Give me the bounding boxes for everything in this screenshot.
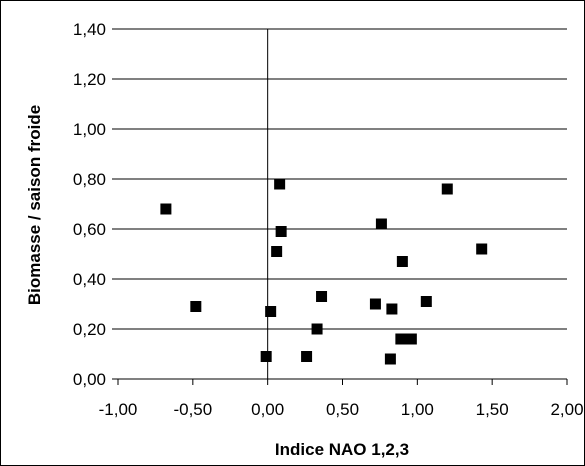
x-tick-label: 0,00 [251,400,284,419]
data-point [275,226,287,237]
x-tick-label: -1,00 [99,400,138,419]
data-point [441,183,453,195]
x-tick-label: -0,50 [173,400,212,419]
x-tick-label: 1,00 [401,400,434,419]
y-tick-label: 0,20 [73,320,106,339]
gridlines [118,28,567,330]
axes [112,28,568,385]
data-point [396,256,408,267]
x-axis-title: Indice NAO 1,2,3 [275,440,409,459]
data-point [274,178,286,190]
data-point [369,298,381,310]
y-tick-labels: 0,00 0,20 0,40 0,60 0,80 1,00 1,20 1,40 [73,20,106,389]
y-tick-label: 0,40 [73,270,106,289]
data-point [160,203,172,215]
y-tick-label: 0,80 [73,170,106,189]
data-point [316,291,328,302]
data-points [160,178,488,365]
data-point [265,306,277,317]
x-tick-label: 0,50 [326,400,359,419]
data-point [420,296,432,307]
data-point [260,351,272,362]
data-point [386,303,398,315]
x-tick-labels: -1,00 -0,50 0,00 0,50 1,00 1,50 2,00 [99,400,584,419]
data-point [476,243,488,255]
y-tick-label: 0,00 [73,370,106,389]
data-point [301,351,313,362]
y-tick-label: 0,60 [73,220,106,239]
data-point [395,333,407,345]
data-point [190,301,202,312]
y-tick-label: 1,20 [73,70,106,89]
y-tick-label: 1,40 [73,20,106,39]
y-axis-title: Biomasse / saison froide [25,105,44,305]
x-tick-label: 1,50 [476,400,509,419]
data-point [271,246,283,257]
data-point [311,323,323,335]
data-point [384,353,396,365]
y-tick-label: 1,00 [73,120,106,139]
data-point [375,218,387,230]
x-tick-label: 2,00 [550,400,583,419]
data-point [405,333,417,345]
